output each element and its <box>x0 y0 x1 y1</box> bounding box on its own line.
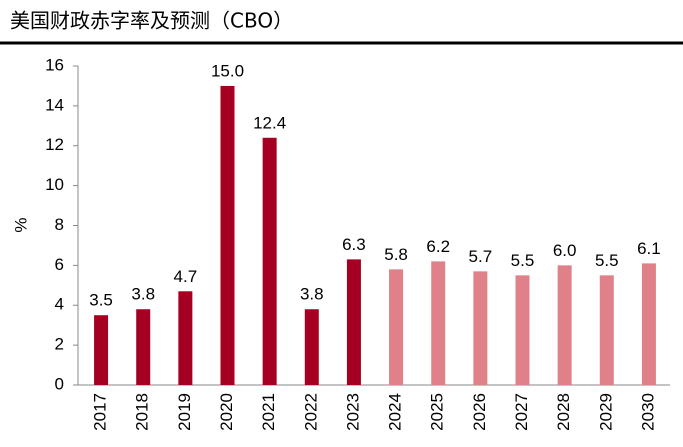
bar <box>136 309 151 385</box>
x-tick-label: 2017 <box>91 393 110 431</box>
x-tick-label: 2019 <box>175 393 194 431</box>
x-tick-label: 2025 <box>428 393 447 431</box>
data-label: 5.5 <box>595 251 619 270</box>
bar <box>389 269 404 385</box>
bar <box>262 137 277 385</box>
y-tick-label: 14 <box>45 95 64 114</box>
x-tick-label: 2023 <box>343 393 362 431</box>
data-label: 15.0 <box>211 61 244 80</box>
chart-title: 美国财政赤字率及预测（CBO） <box>10 9 293 33</box>
y-tick-label: 10 <box>45 175 64 194</box>
data-label: 5.5 <box>511 251 535 270</box>
y-tick-label: 4 <box>55 295 64 314</box>
data-label: 6.0 <box>553 241 577 260</box>
bar <box>304 309 319 385</box>
data-label: 6.3 <box>342 235 366 254</box>
x-tick-label: 2024 <box>386 393 405 431</box>
y-axis-label: % <box>11 217 30 232</box>
bar <box>431 261 446 385</box>
data-label: 6.2 <box>426 237 450 256</box>
x-tick-label: 2028 <box>554 393 573 431</box>
x-tick-label: 2021 <box>259 393 278 431</box>
bar <box>599 275 614 385</box>
data-label: 12.4 <box>253 113 286 132</box>
x-tick-label: 2027 <box>512 393 531 431</box>
x-tick-label: 2026 <box>470 393 489 431</box>
bar <box>178 291 193 385</box>
y-tick-label: 8 <box>55 215 64 234</box>
bar <box>94 315 109 385</box>
bar <box>641 263 656 385</box>
data-label: 3.8 <box>131 285 155 304</box>
x-tick-label: 2018 <box>133 393 152 431</box>
x-tick-label: 2029 <box>596 393 615 431</box>
data-label: 3.8 <box>300 285 324 304</box>
y-tick-label: 2 <box>55 335 64 354</box>
x-tick-label: 2020 <box>217 393 236 431</box>
x-tick-label: 2030 <box>638 393 657 431</box>
y-tick-label: 16 <box>45 55 64 74</box>
data-label: 3.5 <box>89 291 113 310</box>
data-label: 5.7 <box>469 247 493 266</box>
bar <box>515 275 530 385</box>
x-tick-label: 2022 <box>301 393 320 431</box>
bar <box>220 85 235 385</box>
y-tick-label: 0 <box>55 374 64 393</box>
bar <box>473 271 488 385</box>
data-label: 4.7 <box>174 267 198 286</box>
data-label: 5.8 <box>384 245 408 264</box>
y-tick-label: 6 <box>55 255 64 274</box>
bar <box>346 259 361 385</box>
bar <box>557 265 572 385</box>
y-tick-label: 12 <box>45 135 64 154</box>
data-label: 6.1 <box>637 239 661 258</box>
